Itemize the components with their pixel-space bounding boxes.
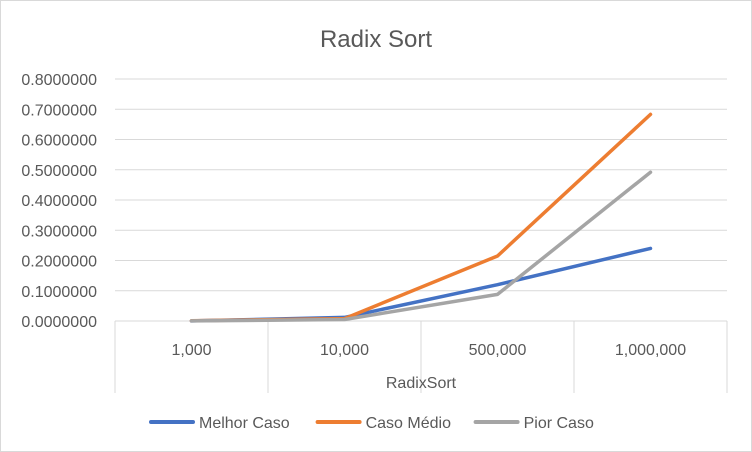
y-tick-label: 0.7000000 [21,102,97,119]
gridlines [115,78,727,322]
x-tick-label: 1,000,000 [615,342,686,359]
x-axis-title: RadixSort [386,375,457,392]
x-tick-label: 10,000 [320,342,369,359]
x-axis: 1,000 10,000 500,000 1,000,000 [114,321,728,393]
y-tick-label: 0.2000000 [21,254,97,271]
y-tick-label: 0.3000000 [21,223,97,240]
legend-label: Pior Caso [524,415,594,432]
y-tick-label: 0.0000000 [21,314,97,331]
chart-title: Radix Sort [320,26,432,53]
legend: Melhor Caso Caso Médio Pior Caso [149,415,594,432]
legend-label: Caso Médio [366,415,451,432]
y-tick-label: 0.4000000 [21,193,97,210]
y-tick-label: 0.6000000 [21,133,97,150]
legend-label: Melhor Caso [199,415,290,432]
series-line [189,170,653,323]
y-tick-label: 0.8000000 [21,72,97,89]
series-lines [189,112,653,323]
x-tick-label: 500,000 [469,342,527,359]
y-tick-label: 0.5000000 [21,163,97,180]
y-tick-label: 0.1000000 [21,284,97,301]
y-axis-ticks: 0.0000000 0.1000000 0.2000000 0.3000000 0.40… [21,72,97,331]
x-tick-label: 1,000 [171,342,211,359]
series-line [189,112,653,323]
series-line [189,246,653,323]
